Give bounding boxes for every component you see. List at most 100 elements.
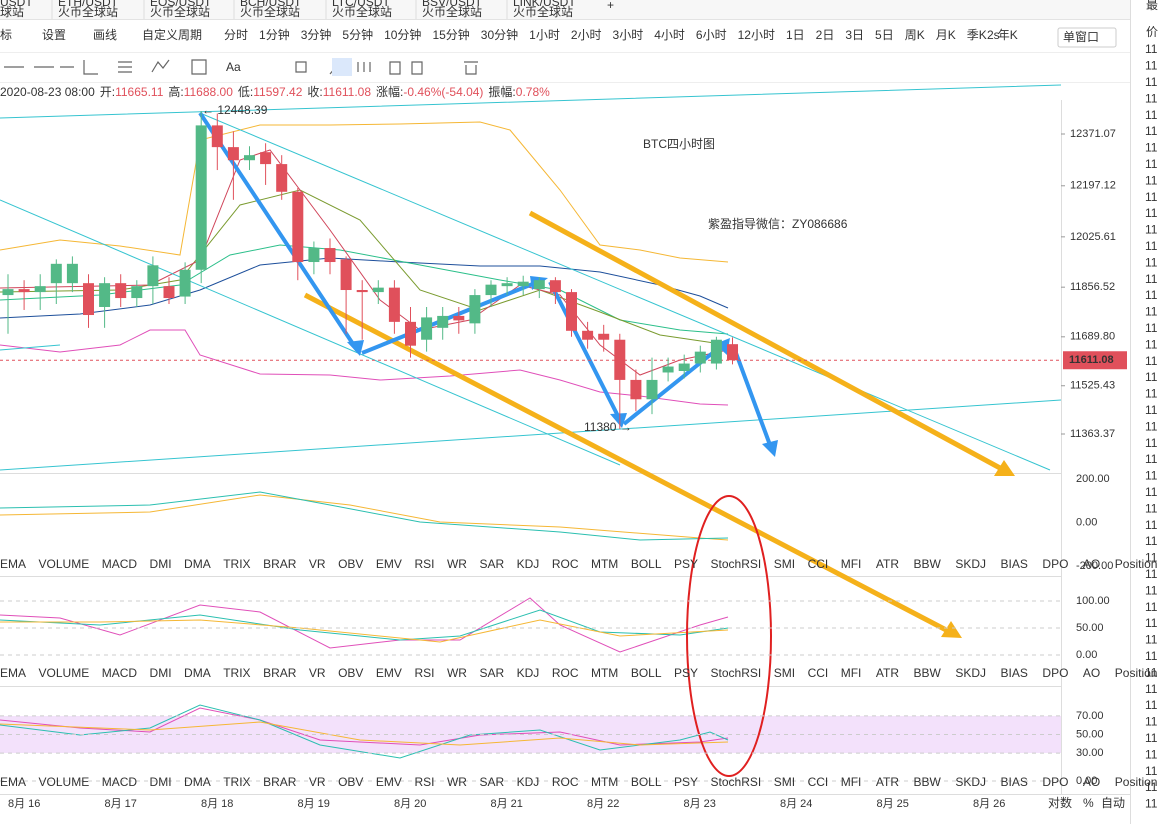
period-option[interactable]: 1分钟 [259,27,290,42]
indicator-tab[interactable]: EMA [0,666,26,680]
indicator-tab[interactable]: MTM [591,666,618,680]
active-tool[interactable] [332,58,352,76]
indicator-tab[interactable]: DMI [150,557,172,571]
add-tab[interactable]: + [607,0,614,12]
period-option[interactable]: 10分钟 [384,27,421,42]
indicator-tab[interactable]: WR [447,557,467,571]
period-label[interactable]: 自定义周期 [142,27,202,42]
toolbar-item[interactable]: 标 [0,28,12,42]
period-option[interactable]: 5分钟 [342,27,373,42]
indicator-tab[interactable]: ROC [552,557,579,571]
indicator-tab[interactable]: KDJ [517,666,540,680]
indicator-tab[interactable]: SAR [479,666,504,680]
indicator-tab[interactable]: SMI [774,775,795,789]
period-option[interactable]: 6小时 [696,28,727,42]
tab-name[interactable]: USDT [0,0,33,9]
period-option[interactable]: 分时 [224,28,248,42]
period-option[interactable]: 2小时 [571,28,602,42]
indicator-tab[interactable]: DMA [184,775,211,789]
indicator-tab[interactable]: SKDJ [955,775,986,789]
indicator-tab[interactable]: MFI [841,557,862,571]
indicator-tab[interactable]: MFI [841,775,862,789]
period-option[interactable]: 15分钟 [432,27,469,42]
indicator-tab[interactable]: OBV [338,775,363,789]
axis-control[interactable]: % [1083,796,1094,810]
indicator-tab[interactable]: PSY [674,557,698,571]
indicator-tab[interactable]: EMV [376,775,402,789]
indicator-tab[interactable]: AO [1083,666,1100,680]
indicator-tab[interactable]: WR [447,775,467,789]
indicator-tab[interactable]: SMI [774,557,795,571]
period-option[interactable]: 3分钟 [301,27,332,42]
indicator-tab[interactable]: EMA [0,775,26,789]
indicator-tab[interactable]: MTM [591,557,618,571]
indicator-tab[interactable]: BRAR [263,557,297,571]
indicator-tab[interactable]: MACD [102,666,138,680]
indicator-tab[interactable]: BIAS [1001,775,1028,789]
indicator-tab[interactable]: ATR [876,666,899,680]
period-option[interactable]: 月K [936,28,956,42]
tab-name[interactable]: EOS/USDT [150,0,212,9]
indicator-tab[interactable]: BBW [914,557,942,571]
period-option[interactable]: 年K [998,28,1018,42]
indicator-tab[interactable]: DMI [150,666,172,680]
indicator-tab[interactable]: DMA [184,557,211,571]
indicator-tab[interactable]: PSY [674,666,698,680]
indicator-tab[interactable]: SAR [479,775,504,789]
indicator-tab[interactable]: ATR [876,775,899,789]
indicator-tab[interactable]: TRIX [223,666,250,680]
indicator-tab[interactable]: BIAS [1001,666,1028,680]
indicator-tab[interactable]: DPO [1042,666,1068,680]
indicator-tab[interactable]: BIAS [1001,557,1028,571]
period-option[interactable]: 季K [967,28,987,42]
indicator-tab[interactable]: MACD [102,775,138,789]
window-mode[interactable]: 单窗口 [1063,30,1099,44]
indicator-tab[interactable]: SKDJ [955,666,986,680]
tab-name[interactable]: ETH/USDT [58,0,119,9]
period-option[interactable]: 周K [905,28,925,42]
indicator-tab[interactable]: SKDJ [955,557,986,571]
axis-control[interactable]: 对数 [1048,795,1072,810]
indicator-tab[interactable]: CCI [808,557,829,571]
indicator-tab[interactable]: VOLUME [39,557,90,571]
indicator-tab[interactable]: DMI [150,775,172,789]
indicator-tab[interactable]: BOLL [631,775,662,789]
indicator-tab[interactable]: RSI [414,557,434,571]
indicator-tab[interactable]: DPO [1042,557,1068,571]
tab-name[interactable]: LINK/USDT [513,0,576,9]
period-option[interactable]: 30分钟 [481,27,518,42]
indicator-tab[interactable]: SMI [774,666,795,680]
indicator-tab[interactable]: EMV [376,557,402,571]
indicator-tab[interactable]: MACD [102,557,138,571]
period-option[interactable]: 12小时 [738,28,775,42]
indicator-tab[interactable]: VR [309,666,326,680]
indicator-tab[interactable]: VR [309,557,326,571]
toolbar-item[interactable]: 画线 [93,28,117,42]
indicator-tab[interactable]: VR [309,775,326,789]
indicator-tab[interactable]: VOLUME [39,666,90,680]
period-option[interactable]: 3小时 [613,28,644,42]
indicator-tab[interactable]: EMA [0,557,26,571]
period-option[interactable]: 2日 [816,28,835,42]
indicator-tab[interactable]: RSI [414,666,434,680]
indicator-tab[interactable]: CCI [808,775,829,789]
indicator-tab[interactable]: StochRSI [711,557,762,571]
indicator-tab[interactable]: OBV [338,557,363,571]
indicator-tab[interactable]: CCI [808,666,829,680]
indicator-tab[interactable]: BOLL [631,666,662,680]
indicator-tab[interactable]: Position [1115,775,1158,789]
period-option[interactable]: 1小时 [529,28,560,42]
indicator-tab[interactable]: BRAR [263,666,297,680]
indicator-tab[interactable]: StochRSI [711,666,762,680]
indicator-tab[interactable]: StochRSI [711,775,762,789]
tab-name[interactable]: LTC/USDT [332,0,390,9]
indicator-tab[interactable]: ATR [876,557,899,571]
indicator-tab[interactable]: DPO [1042,775,1068,789]
indicator-tab[interactable]: AO [1083,557,1100,571]
indicator-tab[interactable]: Position [1115,557,1158,571]
indicator-tab[interactable]: PSY [674,775,698,789]
indicator-tab[interactable]: Position [1115,666,1158,680]
period-option[interactable]: 1日 [786,28,805,42]
tab-name[interactable]: BSV/USDT [422,0,483,9]
period-option[interactable]: 4小时 [654,28,685,42]
